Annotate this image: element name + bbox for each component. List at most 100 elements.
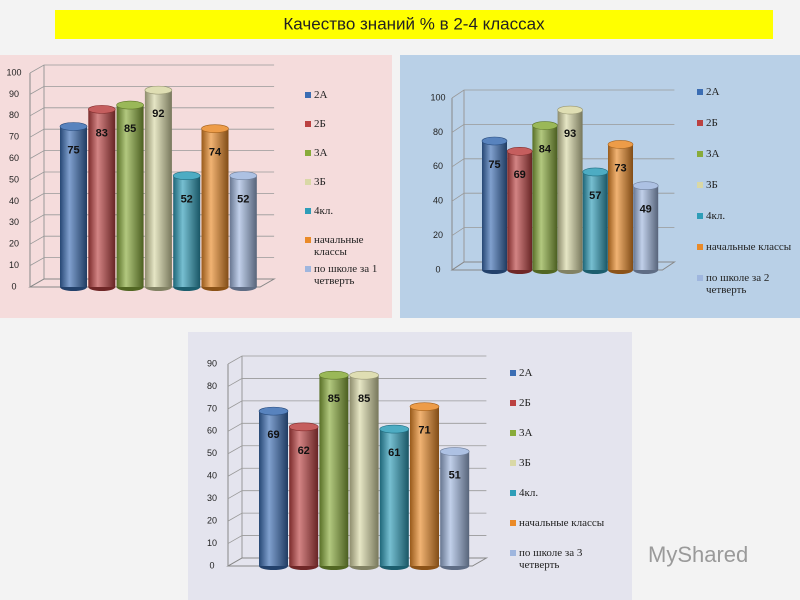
grid-line (29, 150, 275, 159)
title-band (55, 10, 773, 39)
legend-swatch (510, 370, 516, 376)
bar-top (116, 100, 144, 110)
grid-line (227, 355, 487, 365)
legend-item: по школе за 3 четверть (510, 547, 620, 571)
y-tick-label: 0 (209, 560, 214, 570)
legend-swatch (697, 244, 703, 250)
bar (507, 151, 533, 270)
bar-top (59, 122, 88, 131)
legend-item: 3Б (305, 176, 385, 188)
y-tick-label: 40 (9, 196, 19, 206)
bar-top (288, 422, 319, 432)
grid-line (451, 158, 675, 168)
y-tick-label: 80 (207, 381, 217, 391)
legend-label: 3Б (314, 176, 326, 188)
grid-line (227, 422, 487, 432)
grid-line (29, 128, 275, 138)
legend-label: 2А (706, 86, 720, 98)
bar (319, 375, 349, 566)
legend-label: начальные классы (706, 241, 792, 253)
bar (173, 175, 201, 287)
bar-top (409, 402, 440, 411)
legend-swatch (510, 430, 516, 436)
grid-line (29, 64, 275, 74)
bar (379, 429, 409, 566)
legend-label: 3А (519, 427, 533, 439)
legend-item: начальные классы (510, 517, 620, 529)
y-tick-label: 50 (207, 448, 217, 458)
bar-top (258, 406, 289, 416)
legend-swatch (305, 266, 311, 272)
data-label: 92 (152, 108, 164, 120)
legend-label: по школе за 2 четверть (706, 272, 770, 296)
bar (532, 125, 558, 271)
legend-swatch (510, 550, 516, 556)
legend-label: по школе за 3 четверть (519, 547, 583, 571)
bar-top (632, 181, 659, 191)
legend-swatch (697, 120, 703, 126)
data-label: 49 (640, 204, 652, 216)
y-tick-label: 80 (9, 110, 19, 120)
legend-item: 2А (305, 89, 385, 101)
y-tick-label: 0 (11, 281, 16, 291)
y-tick-label: 20 (207, 515, 217, 525)
legend-item: 2А (697, 86, 797, 98)
data-label: 73 (614, 162, 626, 174)
bar (557, 110, 583, 270)
slide-title: Качество знаний % в 2-4 классах (283, 14, 545, 33)
bar (289, 426, 319, 566)
legend-label: 3А (314, 147, 328, 159)
legend-item: 4кл. (510, 487, 620, 499)
legend-swatch (305, 237, 311, 243)
legend-item: 2Б (305, 118, 385, 130)
y-tick-label: 100 (430, 92, 445, 102)
y-tick-label: 100 (6, 67, 21, 77)
bar-top (144, 85, 173, 95)
bar-top (582, 167, 609, 177)
bar (582, 171, 608, 270)
bar-top (557, 105, 583, 115)
legend-item: по школе за 2 четверть (697, 272, 797, 296)
data-label: 85 (124, 123, 136, 135)
bar (633, 185, 659, 270)
legend-label: 3Б (519, 457, 531, 469)
bar (60, 126, 87, 287)
legend-label: 2Б (314, 118, 326, 130)
watermark: MyShared (648, 542, 748, 567)
bar (349, 375, 379, 566)
bar-top (607, 140, 634, 149)
bar (482, 141, 507, 270)
y-tick-label: 10 (9, 260, 19, 270)
data-label: 61 (388, 447, 400, 459)
legend-label: начальные классы (314, 234, 364, 258)
bar-top (319, 370, 349, 380)
data-label: 74 (209, 147, 222, 159)
data-label: 75 (67, 144, 79, 156)
bar-top (379, 424, 410, 434)
grid-line (451, 124, 675, 133)
bar (201, 128, 229, 287)
legend-swatch (305, 208, 311, 214)
bar-top (506, 147, 533, 156)
bar (440, 451, 470, 566)
y-tick-label: 60 (9, 153, 19, 163)
data-label: 84 (539, 143, 552, 155)
legend-label: 2А (519, 367, 533, 379)
legend-label: 3А (706, 148, 720, 160)
y-tick-label: 20 (9, 239, 19, 249)
legend-item: 4кл. (697, 210, 797, 222)
y-tick-label: 40 (433, 196, 443, 206)
y-tick-label: 80 (433, 127, 443, 137)
bar (144, 90, 172, 288)
legend-item: 4кл. (305, 205, 385, 217)
legend-swatch (510, 460, 516, 466)
legend-item: 3А (510, 427, 620, 439)
bar (88, 109, 116, 287)
bar-top (532, 121, 558, 130)
data-label: 83 (96, 127, 108, 139)
y-tick-label: 10 (207, 538, 217, 548)
legend-item: 2Б (697, 117, 797, 129)
grid-line (227, 400, 487, 410)
legend-swatch (697, 213, 703, 219)
